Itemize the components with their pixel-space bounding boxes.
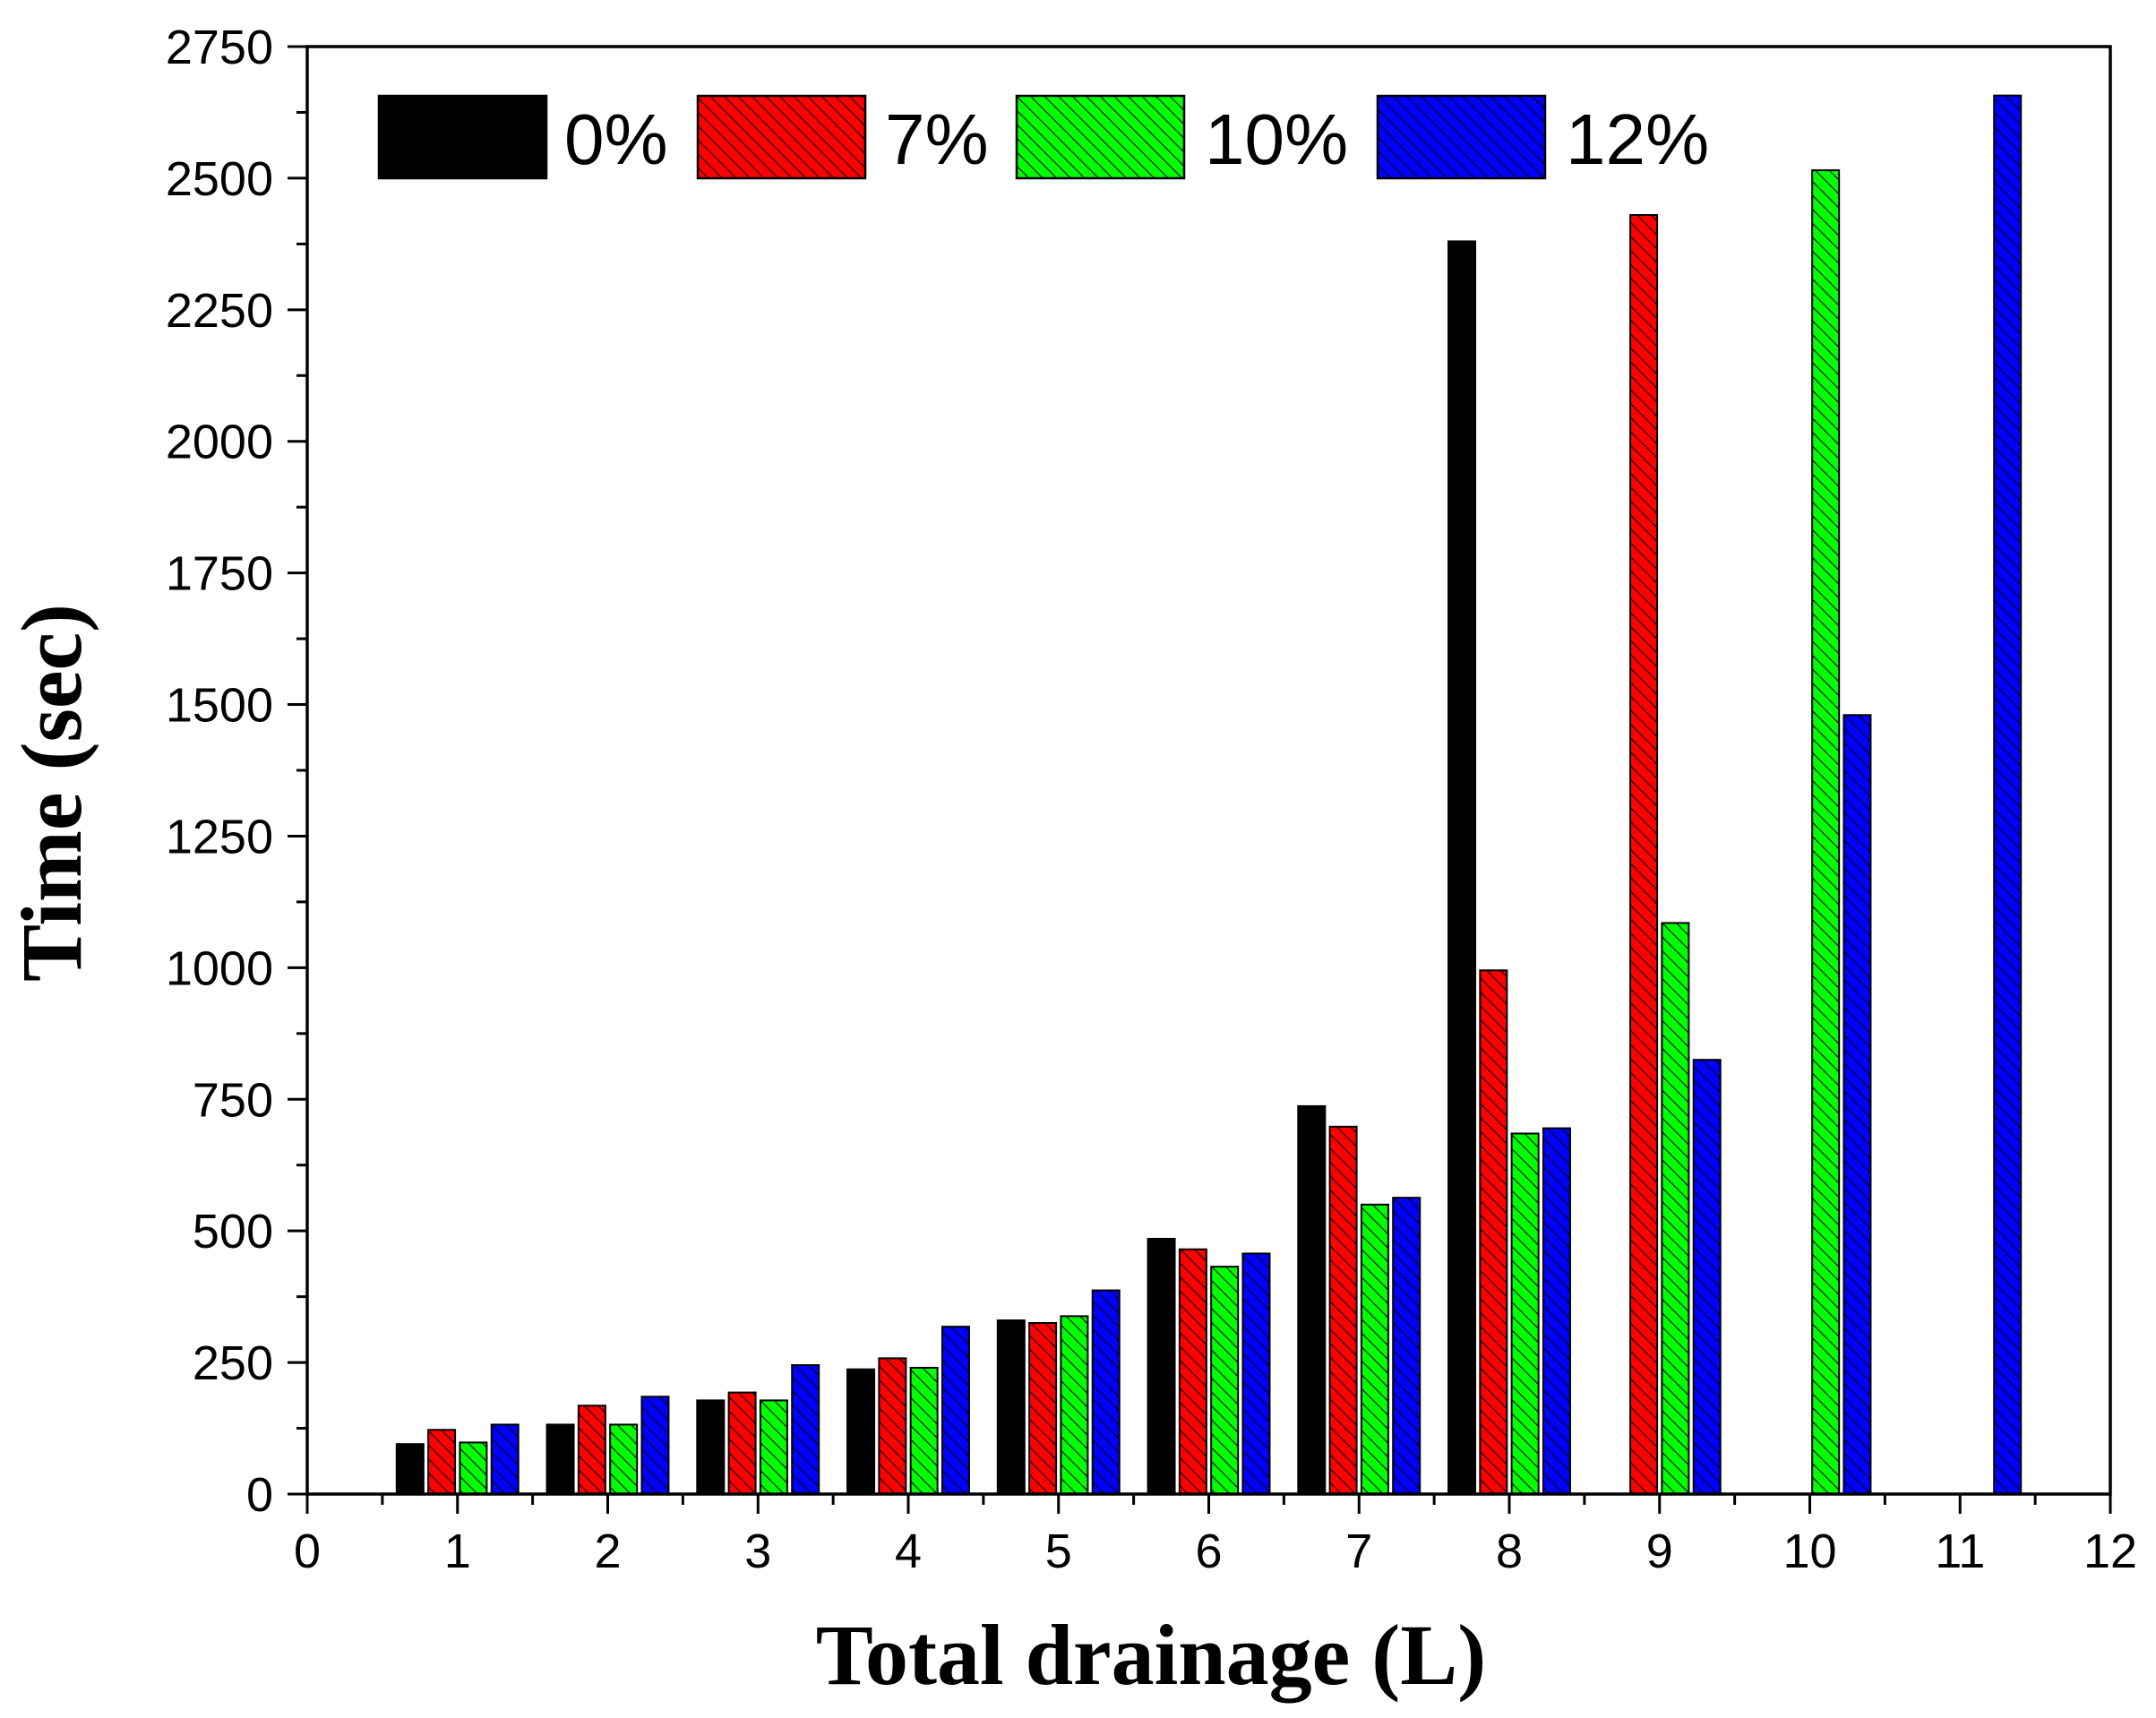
legend-label-10pct: 10% (1205, 99, 1348, 179)
tick-labels-group: 0 1 2 3 4 5 6 7 8 9 10 11 12025050075010001250150017… (166, 21, 2137, 1578)
bar-0pct-x3 (696, 1399, 726, 1496)
bar-0pct-x6 (1147, 1237, 1176, 1495)
y-tick-label: 2750 (166, 21, 273, 74)
y-tick-label: 1500 (166, 679, 273, 733)
bar-0pct-x7 (1297, 1104, 1327, 1495)
y-tick-label: 500 (193, 1205, 273, 1258)
legend-swatch-10pct (1015, 94, 1186, 180)
legend-label-12pct: 12% (1566, 99, 1709, 179)
x-tick-label: 7 (1345, 1525, 1372, 1578)
bar-12pct-x1 (490, 1423, 520, 1496)
x-tick-label: 0 (294, 1525, 321, 1578)
legend-label-0pct: 0% (564, 99, 668, 179)
bar-10pct-x1 (459, 1441, 488, 1495)
bar-7pct-x4 (878, 1357, 907, 1495)
bar-0pct-x8 (1447, 240, 1477, 1496)
bar-7pct-x8 (1479, 969, 1508, 1495)
x-tick-label: 11 (1935, 1525, 1985, 1578)
y-tick-label: 1250 (166, 810, 273, 863)
y-tick-label: 250 (193, 1336, 273, 1390)
bar-12pct-x9 (1692, 1059, 1722, 1495)
bar-10pct-x7 (1360, 1203, 1389, 1496)
x-tick-label: 8 (1496, 1525, 1523, 1578)
legend-swatch-12pct (1376, 94, 1547, 180)
bar-10pct-x3 (759, 1399, 788, 1496)
bar-7pct-x3 (727, 1391, 757, 1495)
bar-12pct-x11 (1993, 94, 2023, 1496)
bar-0pct-x1 (395, 1443, 425, 1496)
x-tick-label: 5 (1045, 1525, 1072, 1578)
y-tick-label: 0 (246, 1468, 273, 1522)
x-tick-label: 4 (895, 1525, 922, 1578)
bar-7pct-x2 (577, 1404, 606, 1496)
bar-12pct-x6 (1241, 1252, 1271, 1495)
y-tick-label: 2000 (166, 416, 273, 469)
bar-12pct-x5 (1091, 1289, 1121, 1495)
bar-7pct-x1 (427, 1429, 457, 1495)
bar-7pct-x6 (1178, 1248, 1207, 1496)
x-tick-label: 6 (1195, 1525, 1222, 1578)
x-tick-label: 9 (1646, 1525, 1673, 1578)
bar-10pct-x9 (1661, 922, 1690, 1495)
x-tick-label: 3 (744, 1525, 771, 1578)
bar-12pct-x4 (941, 1326, 970, 1495)
x-tick-label: 12 (2083, 1525, 2137, 1578)
y-tick-label: 2250 (166, 284, 273, 338)
bar-10pct-x6 (1210, 1266, 1240, 1496)
x-axis-title: Total drainage (L) (816, 1607, 1487, 1703)
bar-10pct-x4 (909, 1366, 939, 1496)
bar-10pct-x5 (1060, 1315, 1089, 1495)
y-tick-label: 1750 (166, 547, 273, 601)
legend-swatch-0pct (377, 94, 548, 180)
bar-12pct-x3 (791, 1364, 820, 1495)
bar-12pct-x10 (1842, 714, 1872, 1495)
bar-7pct-x5 (1028, 1322, 1058, 1495)
y-tick-label: 750 (193, 1073, 273, 1127)
bar-10pct-x2 (609, 1423, 639, 1496)
bar-12pct-x2 (640, 1396, 670, 1495)
legend-swatch-7pct (696, 94, 867, 180)
bar-7pct-x7 (1328, 1125, 1358, 1496)
y-tick-label: 2500 (166, 152, 273, 206)
bar-10pct-x10 (1811, 169, 1841, 1495)
bar-12pct-x8 (1542, 1127, 1571, 1496)
bar-7pct-x9 (1629, 214, 1659, 1496)
y-tick-label: 1000 (166, 941, 273, 995)
legend: 0% 7% 10% 12% (377, 94, 1709, 180)
x-tick-label: 1 (444, 1525, 471, 1578)
axes-group (288, 45, 2112, 1514)
bar-12pct-x7 (1392, 1197, 1422, 1496)
bar-0pct-x2 (545, 1423, 575, 1496)
legend-label-7pct: 7% (885, 99, 989, 179)
y-axis-title: Time (sec) (4, 604, 99, 982)
bars-group (395, 94, 2023, 1496)
bar-0pct-x4 (846, 1368, 876, 1496)
x-tick-label: 10 (1782, 1525, 1836, 1578)
bar-10pct-x8 (1510, 1132, 1540, 1496)
bar-0pct-x5 (996, 1319, 1026, 1495)
x-tick-label: 2 (594, 1525, 621, 1578)
